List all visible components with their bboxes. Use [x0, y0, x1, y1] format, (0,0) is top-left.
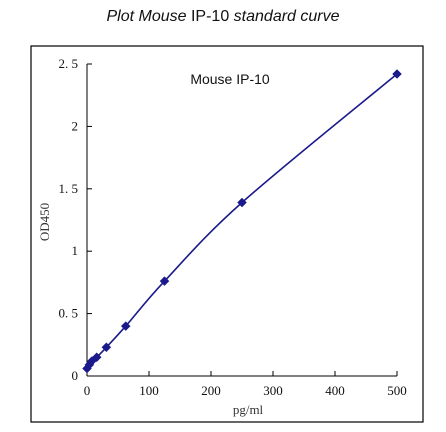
chart-title-part2: IP-10: [190, 8, 230, 25]
y-tick-label: 0. 5: [59, 306, 79, 321]
series-group: [82, 69, 402, 374]
y-tick-label: 2. 5: [59, 56, 79, 71]
chart-frame: [30, 45, 424, 423]
x-tick-label: 100: [139, 383, 159, 398]
x-tick-label: 200: [201, 383, 221, 398]
chart-title-part3: standard curve: [233, 8, 340, 25]
x-axis-title: pg/ml: [233, 402, 264, 417]
data-point-marker: [159, 276, 170, 287]
data-point-marker: [101, 342, 112, 353]
y-tick-label: 1. 5: [59, 181, 79, 196]
data-point-marker: [237, 197, 247, 208]
data-point-marker: [120, 321, 131, 331]
y-tick-label: 2: [72, 118, 79, 133]
data-point-marker: [392, 69, 402, 79]
axes-group: 0 0. 5 1 1. 5 2 2. 5 0 100 200 300 400 500: [59, 56, 407, 398]
x-tick-label: 500: [387, 383, 407, 398]
chart-title-part1: Plot Mouse: [106, 8, 187, 25]
x-tick-label: 400: [325, 383, 345, 398]
data-point-marker: [91, 352, 102, 363]
y-tick-label: 0: [72, 368, 79, 383]
y-axis-title: OD450: [37, 203, 52, 241]
fit-curve: [86, 73, 398, 369]
y-tick-label: 1: [72, 243, 79, 258]
chart-title: Plot Mouse IP-10 standard curve: [0, 8, 446, 26]
series-annotation: Mouse IP-10: [190, 71, 270, 87]
x-tick-label: 0: [84, 383, 91, 398]
x-tick-label: 300: [263, 383, 283, 398]
